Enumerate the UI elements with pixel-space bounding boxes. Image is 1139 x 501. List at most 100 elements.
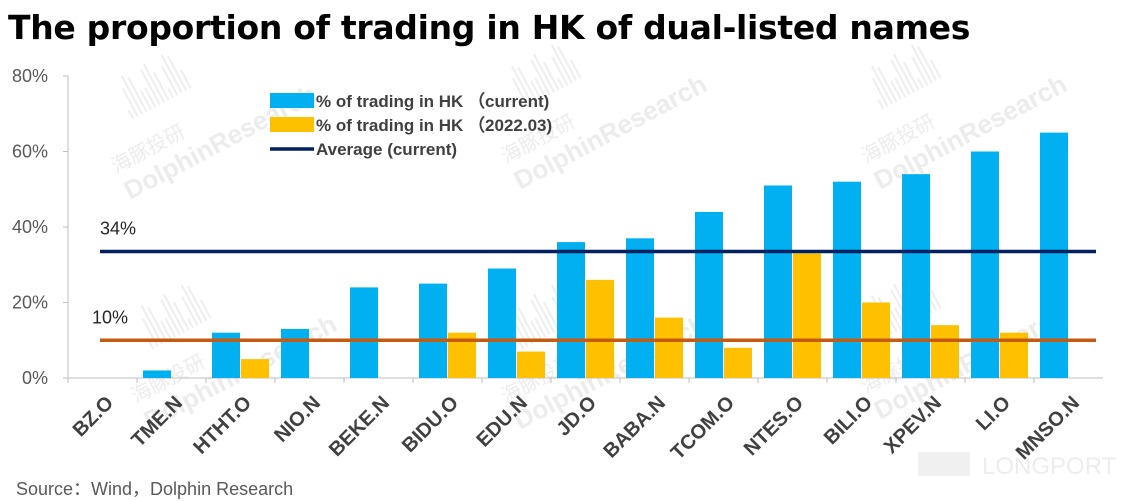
watermark-stroke <box>530 320 542 341</box>
watermark-stroke <box>164 317 177 338</box>
watermark-stroke <box>543 301 560 331</box>
watermark-stroke <box>160 54 183 94</box>
bar-current-MNSO.N <box>1040 132 1068 378</box>
y-tick-label: 20% <box>12 293 48 313</box>
bar-current-NIO.N <box>281 328 309 378</box>
legend-swatch <box>270 93 314 108</box>
watermark-stroke <box>557 78 564 89</box>
x-tick-label: BIDU.O <box>398 392 463 457</box>
watermark-stroke <box>162 293 186 333</box>
longport-logo-text: LONGPORT <box>982 453 1117 480</box>
x-tick-label: LI.O <box>972 392 1015 435</box>
bar-current-NTES.O <box>764 185 792 378</box>
watermark-stroke <box>911 56 929 86</box>
x-tick-label: BZ.O <box>69 392 118 441</box>
watermark-stroke <box>120 75 144 115</box>
bar-historical-BABA.N <box>655 317 683 378</box>
y-tick-label: 0% <box>22 368 48 388</box>
watermark-stroke <box>910 44 933 84</box>
watermark-stroke <box>892 53 916 93</box>
watermark-stroke <box>930 59 942 79</box>
bar-current-BILI.O <box>833 181 861 378</box>
longport-watermark: LONGPORT <box>918 452 1117 480</box>
watermark-stroke <box>511 77 529 108</box>
y-tick-label: 60% <box>12 142 48 162</box>
watermark-stroke <box>181 296 199 326</box>
watermark-stroke <box>140 90 152 111</box>
x-tick-label: BILI.O <box>820 392 877 449</box>
legend: % of trading in HK （current) % of trading… <box>270 91 552 159</box>
watermark-stroke <box>877 66 898 103</box>
watermark-stroke <box>147 339 155 350</box>
watermark-stroke <box>517 99 525 110</box>
watermark-stroke <box>557 45 578 82</box>
watermark-stroke <box>127 76 148 113</box>
watermark-stroke <box>160 299 181 336</box>
watermark-stroke <box>200 299 212 319</box>
watermark-stroke <box>180 69 192 89</box>
watermark-stroke <box>532 293 556 333</box>
watermark-stroke <box>140 305 164 345</box>
watermark-stroke <box>160 320 172 341</box>
x-tick-label: BEKE.N <box>325 392 394 461</box>
bar-current-TME.N <box>143 370 171 378</box>
bar-current-JD.O <box>557 242 585 378</box>
watermark-stroke <box>570 59 582 79</box>
watermark-stroke <box>930 289 942 309</box>
watermark-stroke <box>890 310 902 331</box>
watermark-stroke <box>530 80 542 101</box>
watermark-stroke <box>530 59 551 96</box>
legend-label: % of trading in HK （2022.03) <box>316 115 552 135</box>
watermark-stroke <box>870 65 894 105</box>
watermark-stroke <box>517 306 538 343</box>
watermark-stroke <box>153 71 170 101</box>
watermark-stroke <box>187 318 194 329</box>
watermark-stroke <box>917 78 924 89</box>
watermark-stroke <box>121 87 139 118</box>
source-note: Source：Wind，Dolphin Research <box>16 479 294 499</box>
watermark-stroke <box>147 306 168 343</box>
bar-historical-HTHT.O <box>241 359 269 378</box>
average-label: 34% <box>100 219 136 239</box>
watermark-stroke <box>550 44 573 84</box>
x-tick-label: NTES.O <box>740 392 808 460</box>
bar-historical-NTES.O <box>793 253 821 378</box>
watermark-stroke <box>142 63 166 103</box>
watermark-stroke <box>894 77 907 98</box>
bar-current-BABA.N <box>626 238 654 378</box>
x-tick-label: NIO.N <box>270 392 325 447</box>
bar-layer <box>143 132 1068 378</box>
watermark-stroke <box>517 339 525 350</box>
watermark-stroke <box>167 88 174 99</box>
bar-current-BEKE.N <box>350 287 378 378</box>
watermark-stroke <box>140 69 161 106</box>
bar-current-LI.O <box>971 151 999 378</box>
watermark-stroke <box>532 53 556 93</box>
watermark-stroke <box>167 55 188 92</box>
bar-historical-EDU.N <box>517 351 545 378</box>
watermark-stroke <box>551 56 569 86</box>
bar-current-EDU.N <box>488 268 516 378</box>
bar-historical-JD.O <box>586 279 614 378</box>
watermark-stroke <box>877 99 885 110</box>
watermark-stroke <box>510 305 534 345</box>
bar-current-BIDU.O <box>419 283 447 378</box>
watermark-stroke <box>173 301 190 331</box>
x-tick-label: TCOM.O <box>667 392 739 464</box>
watermark-stroke <box>890 80 902 101</box>
watermark-stroke <box>534 317 547 338</box>
bar-historical-TCOM.O <box>724 347 752 378</box>
watermark-stroke <box>543 61 560 91</box>
legend-label: % of trading in HK （current) <box>316 91 549 111</box>
y-tick-label: 80% <box>12 66 48 86</box>
watermark-stroke <box>530 299 551 336</box>
bar-historical-XPEV.N <box>931 325 959 378</box>
watermark-stroke <box>903 61 920 91</box>
y-tick-label: 40% <box>12 217 48 237</box>
reference-line-layer: 34% 10% <box>92 219 1096 342</box>
watermark-stroke <box>510 65 534 105</box>
watermark-stroke <box>144 87 157 108</box>
watermark-stroke <box>161 66 179 96</box>
